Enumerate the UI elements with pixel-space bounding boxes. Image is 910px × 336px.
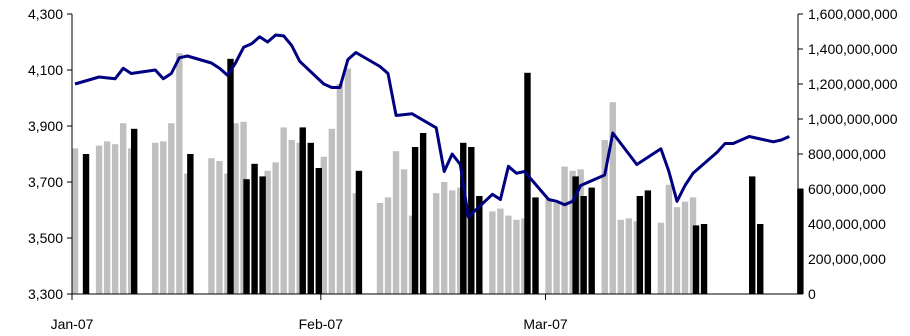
right-axis-ticks: 0 200,000,000 400,000,000 600,000,000 800,00… [798, 6, 898, 302]
black-bar [82, 154, 90, 294]
black-bar [307, 142, 314, 294]
bar [103, 141, 111, 294]
right-tick-label: 0 [808, 286, 816, 302]
bar [617, 219, 624, 294]
bar [376, 203, 384, 294]
right-tick-label: 1,600,000,000 [808, 6, 898, 22]
bar [176, 53, 183, 295]
black-bar [700, 224, 708, 294]
bar [288, 140, 295, 294]
x-tick-label: Feb-07 [299, 316, 344, 332]
bar [344, 68, 352, 294]
black-bar [355, 170, 363, 294]
bar [328, 128, 336, 294]
black-bar [243, 179, 250, 294]
bar [609, 102, 616, 294]
bar [95, 145, 103, 294]
bar [545, 198, 552, 294]
black-bar [532, 197, 539, 294]
bar [272, 162, 279, 294]
black-bar [259, 176, 266, 294]
left-tick-label: 4,100 [28, 62, 63, 78]
bar [513, 219, 520, 294]
black-bar [460, 142, 467, 294]
bar [160, 141, 167, 294]
bar [553, 203, 560, 294]
bar [168, 123, 175, 294]
left-tick-label: 3,900 [28, 118, 63, 134]
bar [320, 156, 328, 294]
line-path [74, 33, 790, 219]
left-tick-label: 4,300 [28, 6, 63, 22]
black-bar [315, 168, 322, 294]
right-tick-label: 1,400,000,000 [808, 41, 898, 57]
black-bar [757, 224, 764, 294]
bar [400, 169, 408, 294]
bar [441, 182, 448, 294]
right-tick-label: 200,000,000 [808, 251, 886, 267]
bar [432, 193, 440, 294]
bar [601, 140, 608, 294]
black-bar [749, 176, 756, 294]
left-tick-label: 3,700 [28, 174, 63, 190]
bar [505, 215, 512, 294]
x-axis-ticks: Jan-07 Feb-07 Mar-07 [51, 294, 568, 332]
bar [681, 201, 689, 294]
black-bar-series [82, 58, 804, 295]
left-tick-label: 3,300 [28, 286, 63, 302]
black-bar [524, 72, 531, 294]
bar [673, 207, 681, 294]
x-tick-label: Mar-07 [523, 316, 568, 332]
right-tick-label: 400,000,000 [808, 216, 886, 232]
bar [216, 161, 223, 294]
right-tick-label: 800,000,000 [808, 146, 886, 162]
bar [657, 222, 665, 294]
bar [264, 170, 271, 294]
bar [71, 148, 79, 294]
black-bar [251, 163, 258, 294]
black-bar [476, 196, 483, 294]
black-bar [299, 127, 306, 295]
bar [665, 184, 673, 294]
black-bar [644, 190, 652, 294]
bar [232, 123, 239, 294]
right-tick-label: 1,200,000,000 [808, 76, 898, 92]
line-series [74, 33, 790, 219]
black-bar [187, 154, 194, 294]
bar [384, 197, 392, 294]
bar [561, 166, 568, 294]
bar [208, 158, 215, 294]
bar [152, 142, 159, 294]
bar [280, 127, 287, 295]
black-bar [468, 147, 475, 294]
right-tick-label: 1,000,000,000 [808, 111, 898, 127]
bar [497, 208, 504, 294]
black-bar [227, 58, 234, 294]
bar [111, 144, 119, 294]
bar [392, 151, 400, 294]
bar-series [71, 53, 697, 295]
bar [489, 211, 496, 294]
black-bar [588, 187, 595, 294]
right-tick-label: 600,000,000 [808, 181, 886, 197]
black-bar [411, 147, 419, 294]
bar [119, 123, 127, 294]
left-tick-label: 3,500 [28, 230, 63, 246]
black-bar [580, 196, 587, 294]
black-bar [419, 133, 427, 294]
black-bar [130, 128, 138, 294]
left-axis-ticks: 3,300 3,500 3,700 3,900 4,100 4,300 [28, 6, 72, 302]
black-bar [636, 196, 644, 294]
black-bar [797, 189, 804, 294]
bar [449, 190, 456, 294]
bar [336, 84, 344, 294]
black-bar [572, 176, 579, 294]
bar [625, 218, 633, 294]
black-bar [692, 225, 700, 294]
x-tick-label: Jan-07 [51, 316, 94, 332]
